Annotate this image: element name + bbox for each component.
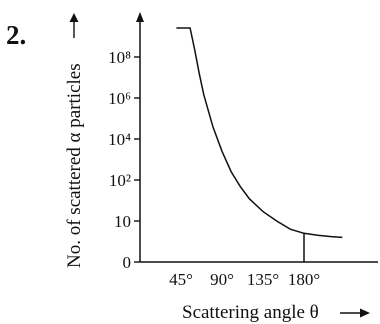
y-tick-label: 10²	[109, 171, 131, 190]
y-axis-ticks: 0 10 10² 10⁴ 10⁶ 10⁸	[108, 48, 140, 272]
x-tick-label: 180°	[288, 270, 320, 289]
y-tick-label: 10⁸	[108, 48, 131, 67]
y-tick-label: 10⁶	[108, 89, 131, 108]
x-axis-title: Scattering angle θ	[182, 302, 370, 323]
y-axis-arrowhead	[136, 12, 144, 22]
y-tick-label: 10	[114, 212, 131, 231]
x-label-arrowhead	[360, 308, 370, 318]
y-axis-title: No. of scattered α particles	[64, 13, 85, 268]
x-tick-label: 45°	[169, 270, 193, 289]
y-axis-label: No. of scattered α particles	[64, 63, 85, 268]
x-tick-label: 90°	[210, 270, 234, 289]
y-label-arrowhead	[69, 13, 79, 22]
scattering-curve	[176, 27, 343, 239]
question-number: 2.	[6, 20, 26, 50]
x-axis-label: Scattering angle θ	[182, 302, 319, 323]
y-tick-label: 0	[123, 253, 132, 272]
x-tick-label: 135°	[247, 270, 279, 289]
y-tick-label: 10⁴	[108, 130, 131, 149]
x-axis-ticks: 45° 90° 135° 180°	[169, 270, 320, 289]
